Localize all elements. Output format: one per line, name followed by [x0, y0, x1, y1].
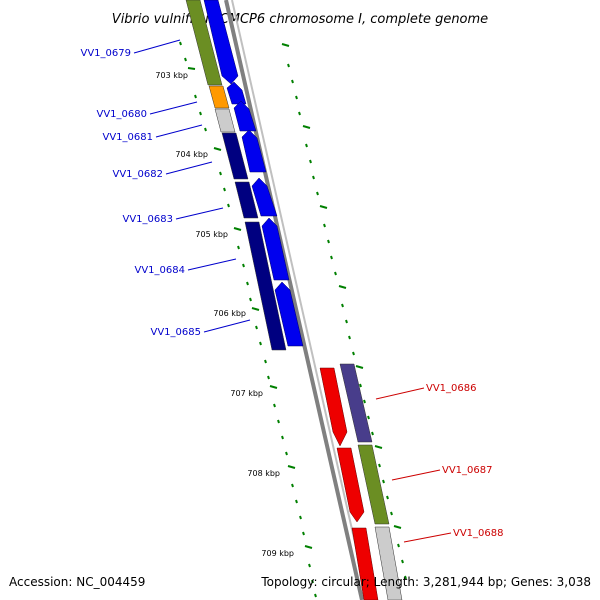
outer-tick-ring [281, 43, 407, 580]
gene-label-vv1-0679[interactable]: VV1_0679 [81, 48, 132, 59]
tick-label-703: 703 kbp [155, 71, 188, 80]
tick-label-706: 706 kbp [213, 309, 246, 318]
reverse-strand-genes [319, 367, 379, 600]
cog-bars-forward [185, 0, 287, 351]
gene-label-vv1-0688[interactable]: VV1_0688 [453, 528, 504, 539]
tick-label-709: 709 kbp [261, 549, 294, 558]
genome-backbone [224, 0, 369, 600]
map-title: Vibrio vulnificus CMCP6 chromosome I, co… [112, 12, 488, 27]
cog-bar-vv1-0686[interactable] [339, 363, 373, 443]
forward-gene-labels [133, 39, 251, 333]
cog-bar-vv1-0688[interactable] [374, 526, 403, 600]
gene-arrow-vv1-0687[interactable] [336, 447, 365, 523]
gene-label-vv1-0682[interactable]: VV1_0682 [113, 169, 164, 180]
gene-label-vv1-0680[interactable]: VV1_0680 [97, 109, 148, 120]
gene-arrow-vv1-0680[interactable] [226, 81, 247, 105]
gene-label-vv1-0685[interactable]: VV1_0685 [151, 327, 202, 338]
cog-bar-vv1-0687[interactable] [357, 444, 390, 525]
gene-arrow-vv1-0684[interactable] [261, 217, 290, 281]
tick-label-707: 707 kbp [230, 389, 263, 398]
gene-arrow-vv1-0681[interactable] [233, 100, 257, 132]
cog-bar-vv1-0684-0685[interactable] [244, 221, 287, 351]
cog-bar-vv1-0679[interactable] [185, 0, 223, 86]
gene-arrow-vv1-0679[interactable] [203, 0, 239, 85]
reverse-gene-labels [375, 387, 452, 543]
gene-label-vv1-0684[interactable]: VV1_0684 [135, 265, 186, 276]
gene-label-vv1-0683[interactable]: VV1_0683 [123, 214, 174, 225]
tick-label-705: 705 kbp [195, 230, 228, 239]
inner-tick-ring [179, 41, 317, 598]
tick-label-708: 708 kbp [247, 469, 280, 478]
forward-strand-genes [203, 0, 304, 347]
cog-bar-vv1-0680[interactable] [208, 85, 230, 109]
topology-label: Topology: circular; Length: 3,281,944 bp… [260, 575, 591, 589]
gene-arrow-vv1-0682[interactable] [241, 129, 267, 173]
gene-label-vv1-0681[interactable]: VV1_0681 [103, 132, 154, 143]
gene-arrow-vv1-0688[interactable] [351, 527, 379, 600]
gene-label-vv1-0686[interactable]: VV1_0686 [426, 383, 477, 394]
cog-bar-vv1-0681[interactable] [214, 108, 236, 133]
gene-label-vv1-0687[interactable]: VV1_0687 [442, 465, 493, 476]
accession-label: Accession: NC_004459 [9, 575, 145, 589]
gene-arrow-vv1-0683[interactable] [251, 177, 278, 217]
cog-bars-reverse [339, 363, 403, 600]
cog-bar-vv1-0682[interactable] [221, 132, 249, 180]
axis-tick-labels: 703 kbp 704 kbp 705 kbp 706 kbp 707 kbp … [155, 71, 294, 558]
tick-label-704: 704 kbp [175, 150, 208, 159]
gene-arrow-vv1-0685[interactable] [274, 281, 304, 347]
cog-bar-vv1-0683[interactable] [234, 181, 259, 219]
gene-arrow-vv1-0686[interactable] [319, 367, 348, 447]
